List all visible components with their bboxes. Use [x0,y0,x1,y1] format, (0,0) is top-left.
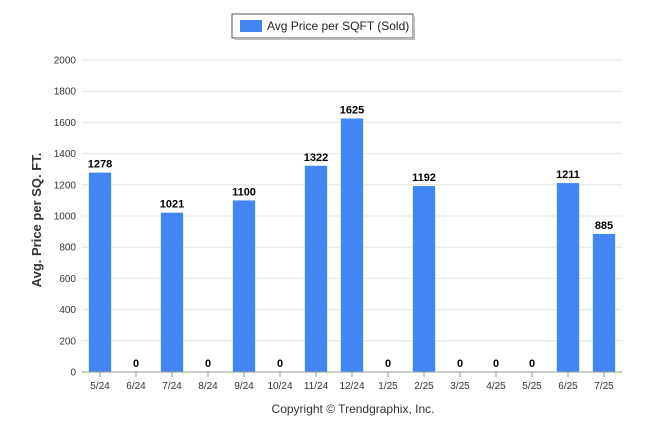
legend-box [231,13,414,39]
x-tick-label: 4/25 [486,381,506,392]
data-label: 1192 [412,172,436,184]
legend-swatch [240,20,262,32]
x-axis-ticks: 5/24 6/24 7/24 8/24 9/24 10/24 11/24 12/24 1/25 2… [90,372,614,392]
bar-7-25 [592,233,616,372]
y-tick-label: 600 [59,274,76,285]
y-tick-label: 800 [59,243,76,254]
x-tick-label: 7/25 [594,381,614,392]
data-labels: 1278 0 1021 0 1100 0 1322 1625 0 1192 0 0 0 1211 885 [88,105,613,371]
data-label: 1322 [304,152,328,164]
y-tick-label: 2000 [54,56,77,67]
x-tick-label: 7/24 [162,381,182,392]
x-tick-label: 5/25 [522,381,542,392]
legend-box-shadow-bottom [235,38,415,40]
copyright-footer: Copyright © Trendgraphix, Inc. [272,402,435,416]
legend: Avg Price per SQFT (Sold) [231,13,415,40]
data-label: 1021 [160,199,184,211]
x-tick-label: 12/24 [339,381,364,392]
x-tick-label: 6/25 [558,381,578,392]
y-tick-label: 1400 [54,149,77,160]
y-tick-label: 1000 [54,212,77,223]
x-tick-label: 6/24 [126,381,146,392]
data-label: 1278 [88,159,112,171]
y-tick-label: 200 [59,336,76,347]
y-tick-label: 1800 [54,87,77,98]
bars [88,118,616,372]
y-tick-label: 1600 [54,118,77,129]
x-tick-label: 10/24 [267,381,292,392]
x-tick-label: 2/25 [414,381,434,392]
legend-box-shadow [413,17,415,40]
data-label: 0 [529,358,535,370]
bar-6-25 [556,183,580,372]
data-label: 0 [493,358,499,370]
data-label: 0 [133,358,139,370]
x-tick-label: 3/25 [450,381,470,392]
x-tick-label: 11/24 [304,381,329,392]
bar-5-24 [88,172,112,372]
data-label: 0 [205,358,211,370]
y-tick-label: 400 [59,305,76,316]
bar-2-25 [412,186,436,372]
data-label: 0 [277,358,283,370]
data-label: 0 [457,358,463,370]
data-label: 1100 [232,186,256,198]
y-axis-ticks: 0 200 400 600 800 1000 1200 1400 1600 1800 2000 [54,56,77,379]
data-label: 1625 [340,105,364,117]
x-tick-label: 1/25 [378,381,398,392]
data-label: 1211 [556,169,580,181]
x-tick-label: 5/24 [90,381,110,392]
data-label: 885 [595,220,613,232]
bar-7-24 [160,212,184,372]
y-tick-label: 1200 [54,180,77,191]
x-tick-label: 9/24 [234,381,254,392]
x-tick-label: 8/24 [198,381,218,392]
bar-11-24 [304,165,328,372]
bar-12-24 [340,118,364,372]
data-label: 0 [385,358,391,370]
y-axis-title: Avg. Price per SQ. FT. [29,153,44,288]
bar-9-24 [232,200,256,372]
y-tick-label: 0 [70,368,76,379]
legend-label: Avg Price per SQFT (Sold) [267,19,409,33]
